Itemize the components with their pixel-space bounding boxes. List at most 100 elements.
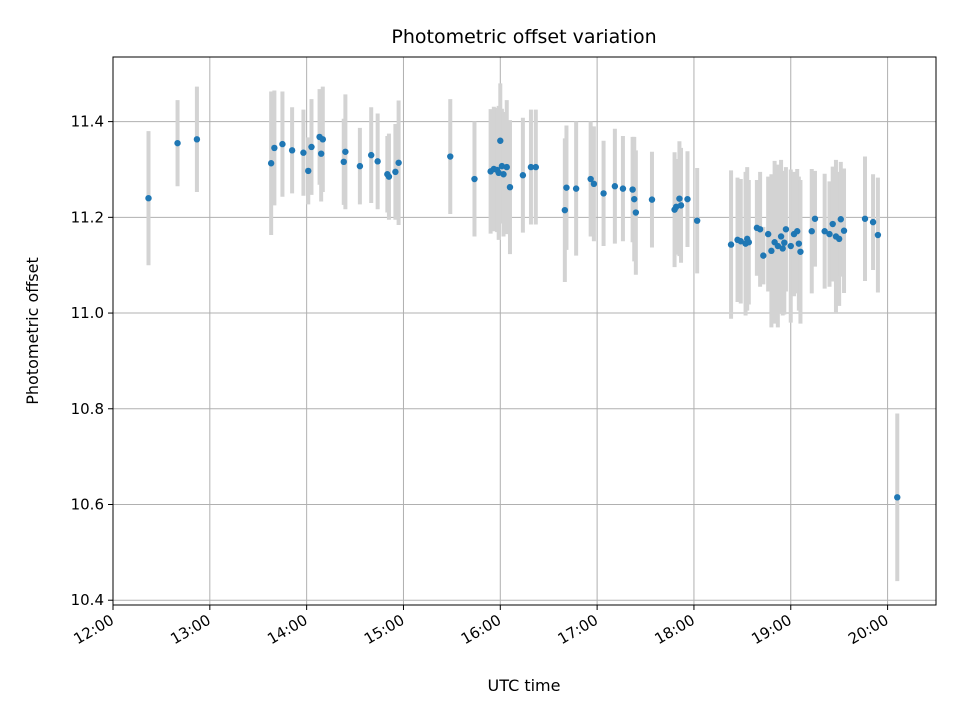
x-tick-label: 16:00 bbox=[458, 611, 504, 648]
data-point bbox=[693, 217, 701, 224]
data-point bbox=[869, 218, 877, 226]
data-point bbox=[317, 150, 325, 157]
data-point bbox=[145, 194, 152, 202]
data-point bbox=[808, 228, 815, 235]
data-point bbox=[498, 162, 506, 170]
data-point bbox=[500, 171, 507, 178]
data-point bbox=[563, 184, 570, 191]
data-point bbox=[756, 226, 764, 233]
x-tick-label: 14:00 bbox=[264, 611, 310, 648]
data-point bbox=[532, 163, 539, 171]
data-point bbox=[745, 239, 753, 246]
data-point bbox=[677, 202, 685, 209]
data-point bbox=[447, 153, 454, 160]
data-point bbox=[629, 186, 636, 193]
x-axis-label: UTC time bbox=[488, 676, 561, 695]
data-point bbox=[787, 242, 794, 250]
data-point bbox=[826, 230, 833, 238]
x-tick-label: 13:00 bbox=[167, 611, 213, 648]
data-point bbox=[471, 175, 478, 183]
data-point bbox=[782, 226, 790, 233]
data-point bbox=[821, 228, 828, 235]
x-tick-label: 18:00 bbox=[651, 611, 697, 648]
data-point bbox=[676, 195, 683, 202]
data-point bbox=[684, 195, 691, 203]
data-point bbox=[395, 159, 402, 166]
data-point bbox=[797, 248, 804, 255]
data-point bbox=[519, 172, 527, 179]
x-tick-label: 17:00 bbox=[555, 611, 601, 648]
data-point bbox=[300, 149, 307, 156]
x-tick-label: 20:00 bbox=[845, 611, 891, 648]
data-point bbox=[308, 143, 315, 151]
data-point bbox=[632, 209, 640, 216]
data-point bbox=[795, 240, 803, 247]
data-point bbox=[781, 239, 788, 246]
x-tick-label: 12:00 bbox=[71, 611, 117, 648]
y-tick-label: 10.8 bbox=[71, 400, 104, 418]
plot-frame bbox=[112, 56, 937, 606]
data-point bbox=[193, 136, 201, 143]
data-point bbox=[894, 494, 901, 501]
data-point bbox=[779, 245, 786, 252]
data-point bbox=[600, 190, 607, 197]
data-point bbox=[572, 185, 580, 192]
data-point bbox=[672, 203, 680, 211]
x-tick-label: 15:00 bbox=[361, 611, 407, 648]
data-point bbox=[727, 241, 735, 248]
data-point bbox=[590, 180, 598, 188]
data-point bbox=[340, 158, 347, 166]
data-point bbox=[319, 136, 326, 143]
data-point bbox=[764, 230, 772, 238]
data-point bbox=[874, 231, 882, 239]
data-points bbox=[145, 133, 901, 501]
y-tick-label: 11.2 bbox=[71, 208, 104, 226]
y-axis: 10.4 10.6 10.8 11.0 11.2 11.4 bbox=[71, 113, 113, 609]
data-point bbox=[837, 216, 844, 223]
data-point bbox=[174, 139, 181, 147]
data-point bbox=[737, 238, 744, 245]
data-point bbox=[631, 195, 638, 203]
data-point bbox=[288, 147, 296, 154]
data-point bbox=[374, 158, 381, 165]
y-axis-label: Photometric offset bbox=[23, 257, 42, 405]
x-tick-label: 19:00 bbox=[748, 611, 794, 648]
data-point bbox=[279, 140, 286, 148]
data-point bbox=[527, 163, 535, 171]
data-point bbox=[777, 233, 785, 240]
data-point bbox=[503, 163, 510, 171]
data-point bbox=[342, 148, 349, 155]
data-point bbox=[811, 215, 819, 222]
data-point bbox=[840, 227, 848, 234]
data-point bbox=[611, 183, 619, 190]
data-point bbox=[587, 175, 594, 183]
data-point bbox=[829, 220, 836, 228]
data-point bbox=[497, 137, 504, 144]
data-point bbox=[506, 183, 514, 191]
y-tick-label: 11.4 bbox=[71, 113, 104, 131]
data-point bbox=[648, 196, 656, 203]
data-point bbox=[774, 242, 782, 250]
data-point bbox=[861, 215, 869, 222]
data-point bbox=[495, 169, 502, 177]
y-tick-label: 10.6 bbox=[71, 495, 104, 513]
data-point bbox=[356, 162, 364, 170]
data-point bbox=[794, 228, 801, 235]
y-tick-label: 10.4 bbox=[71, 591, 104, 609]
data-point bbox=[305, 167, 312, 175]
data-point bbox=[768, 247, 775, 255]
data-point bbox=[561, 206, 569, 214]
data-point bbox=[367, 151, 375, 159]
error-bars bbox=[146, 83, 900, 582]
x-axis: 12:00 13:00 14:00 15:00 16:00 17:00 18:00 19:00… bbox=[71, 605, 892, 648]
data-point bbox=[760, 252, 767, 259]
data-point bbox=[271, 144, 278, 152]
data-point bbox=[392, 168, 399, 176]
chart-title: Photometric offset variation bbox=[391, 26, 656, 48]
data-point bbox=[385, 173, 393, 180]
data-point bbox=[835, 235, 843, 243]
y-tick-label: 11.0 bbox=[71, 304, 104, 322]
data-point bbox=[619, 185, 627, 192]
data-point bbox=[267, 160, 275, 167]
